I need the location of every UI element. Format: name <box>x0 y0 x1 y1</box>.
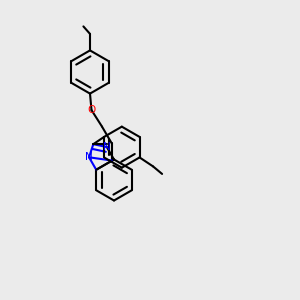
Text: O: O <box>87 105 96 115</box>
Text: N: N <box>85 152 93 162</box>
Text: N: N <box>103 142 111 152</box>
